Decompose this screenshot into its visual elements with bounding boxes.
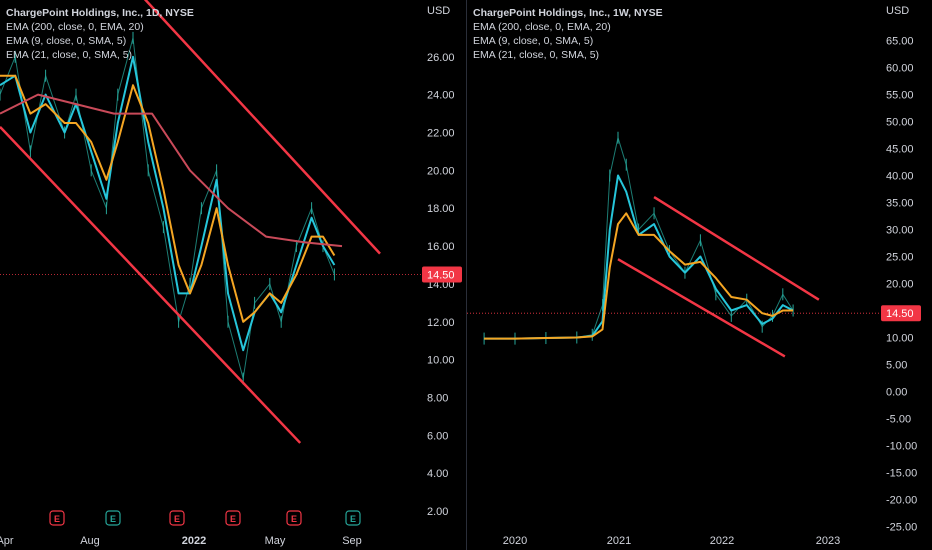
x-tick-label: Sep bbox=[342, 535, 362, 547]
earnings-label: E bbox=[54, 514, 60, 524]
y-tick-label: 45.00 bbox=[886, 144, 914, 156]
earnings-marker[interactable]: E bbox=[286, 510, 302, 526]
y-axis-unit: USD bbox=[886, 5, 909, 17]
chart-title: ChargePoint Holdings, Inc., 1D, NYSE bbox=[6, 7, 194, 19]
current-price-box bbox=[422, 266, 462, 283]
y-tick-label: 40.00 bbox=[886, 171, 914, 183]
earnings-marker[interactable]: E bbox=[105, 510, 121, 526]
indicator-ema-21[interactable]: EMA (21, close, 0, SMA, 5) bbox=[473, 49, 600, 61]
x-tick-label: 2022 bbox=[182, 535, 206, 547]
y-tick-label: 30.00 bbox=[886, 225, 914, 237]
y-tick-label: 12.00 bbox=[427, 317, 455, 329]
earnings-icon bbox=[49, 510, 65, 526]
chart-pane-daily[interactable]: ChargePoint Holdings, Inc., 1D, NYSE EMA… bbox=[0, 0, 466, 550]
y-tick-label: 26.00 bbox=[427, 52, 455, 64]
earnings-marker[interactable]: E bbox=[49, 510, 65, 526]
earnings-icon bbox=[225, 510, 241, 526]
y-tick-label: 20.00 bbox=[427, 165, 455, 177]
indicator-ema-21[interactable]: EMA (21, close, 0, SMA, 5) bbox=[6, 49, 133, 61]
series-line-ema-9 bbox=[484, 174, 794, 340]
x-tick-label: May bbox=[265, 535, 286, 547]
indicator-ema-200[interactable]: EMA (200, close, 0, EMA, 20) bbox=[6, 21, 144, 33]
y-tick-label: -20.00 bbox=[886, 495, 917, 507]
earnings-label: E bbox=[230, 514, 236, 524]
y-tick-label: -25.00 bbox=[886, 522, 917, 534]
indicator-ema-9[interactable]: EMA (9, close, 0, SMA, 5) bbox=[6, 35, 127, 47]
earnings-icon bbox=[169, 510, 185, 526]
earnings-marker[interactable]: E bbox=[345, 510, 361, 526]
y-tick-label: 6.00 bbox=[427, 430, 448, 442]
y-tick-label: -10.00 bbox=[886, 441, 917, 453]
y-axis-unit: USD bbox=[427, 5, 450, 17]
channel-line-upper bbox=[143, 0, 381, 255]
y-tick-label: 5.00 bbox=[886, 360, 907, 372]
y-tick-label: 4.00 bbox=[427, 468, 448, 480]
pane-divider[interactable] bbox=[466, 0, 467, 550]
earnings-marker[interactable]: E bbox=[225, 510, 241, 526]
y-tick-label: 10.00 bbox=[886, 333, 914, 345]
y-tick-label: -15.00 bbox=[886, 468, 917, 480]
current-price-label: 14.50 bbox=[427, 269, 455, 281]
series-line-ema-21 bbox=[0, 74, 336, 323]
indicator-ema-9[interactable]: EMA (9, close, 0, SMA, 5) bbox=[473, 35, 594, 47]
earnings-icon bbox=[286, 510, 302, 526]
series-line-ema-200 bbox=[0, 93, 343, 248]
series-line-ema-9 bbox=[0, 55, 336, 352]
y-tick-label: 20.00 bbox=[886, 279, 914, 291]
y-tick-label: 50.00 bbox=[886, 117, 914, 129]
y-tick-label: 35.00 bbox=[886, 198, 914, 210]
current-price-box bbox=[881, 305, 921, 322]
earnings-label: E bbox=[110, 514, 116, 524]
chart-pane-weekly[interactable]: ChargePoint Holdings, Inc., 1W, NYSE EMA… bbox=[467, 0, 932, 550]
series-line-ema-21 bbox=[484, 212, 794, 340]
y-tick-label: 55.00 bbox=[886, 90, 914, 102]
y-tick-label: 2.00 bbox=[427, 506, 448, 518]
price-chart-daily[interactable]: USD2.004.006.008.0010.0012.0014.0016.001… bbox=[0, 0, 466, 550]
x-tick-label: 2023 bbox=[816, 535, 840, 547]
channel-line-lower bbox=[0, 125, 302, 444]
price-chart-weekly[interactable]: USD -25.00 -20.00 -15.00 -10.00 -5.00 0.00 5.00… bbox=[467, 0, 932, 550]
x-tick-label: 2020 bbox=[503, 535, 527, 547]
earnings-icon bbox=[345, 510, 361, 526]
chart-title: ChargePoint Holdings, Inc., 1W, NYSE bbox=[473, 7, 663, 19]
y-tick-label: 16.00 bbox=[427, 241, 455, 253]
y-tick-label: 18.00 bbox=[427, 203, 455, 215]
y-tick-label: 60.00 bbox=[886, 63, 914, 75]
earnings-label: E bbox=[174, 514, 180, 524]
y-tick-label: 0.00 bbox=[886, 387, 907, 399]
earnings-label: E bbox=[291, 514, 297, 524]
y-tick-label: 8.00 bbox=[427, 393, 448, 405]
earnings-marker[interactable]: E bbox=[169, 510, 185, 526]
y-tick-label: -5.00 bbox=[886, 414, 911, 426]
indicator-ema-200[interactable]: EMA (200, close, 0, EMA, 20) bbox=[473, 21, 611, 33]
y-tick-label: 22.00 bbox=[427, 128, 455, 140]
x-tick-label: 2022 bbox=[710, 535, 734, 547]
current-price-label: 14.50 bbox=[886, 308, 914, 320]
x-tick-label: Aug bbox=[80, 535, 100, 547]
y-tick-label: 10.00 bbox=[427, 355, 455, 367]
y-tick-label: 65.00 bbox=[886, 36, 914, 48]
y-tick-label: 24.00 bbox=[427, 90, 455, 102]
channel-line-lower bbox=[617, 258, 786, 358]
earnings-label: E bbox=[350, 514, 356, 524]
series-line-price bbox=[484, 137, 794, 340]
legend-daily: ChargePoint Holdings, Inc., 1D, NYSE EMA… bbox=[6, 6, 194, 62]
channel-line-upper bbox=[653, 196, 820, 301]
y-tick-label: 25.00 bbox=[886, 252, 914, 264]
earnings-icon bbox=[105, 510, 121, 526]
x-tick-label: Apr bbox=[0, 535, 14, 547]
x-tick-label: 2021 bbox=[607, 535, 631, 547]
legend-weekly: ChargePoint Holdings, Inc., 1W, NYSE EMA… bbox=[473, 6, 663, 62]
